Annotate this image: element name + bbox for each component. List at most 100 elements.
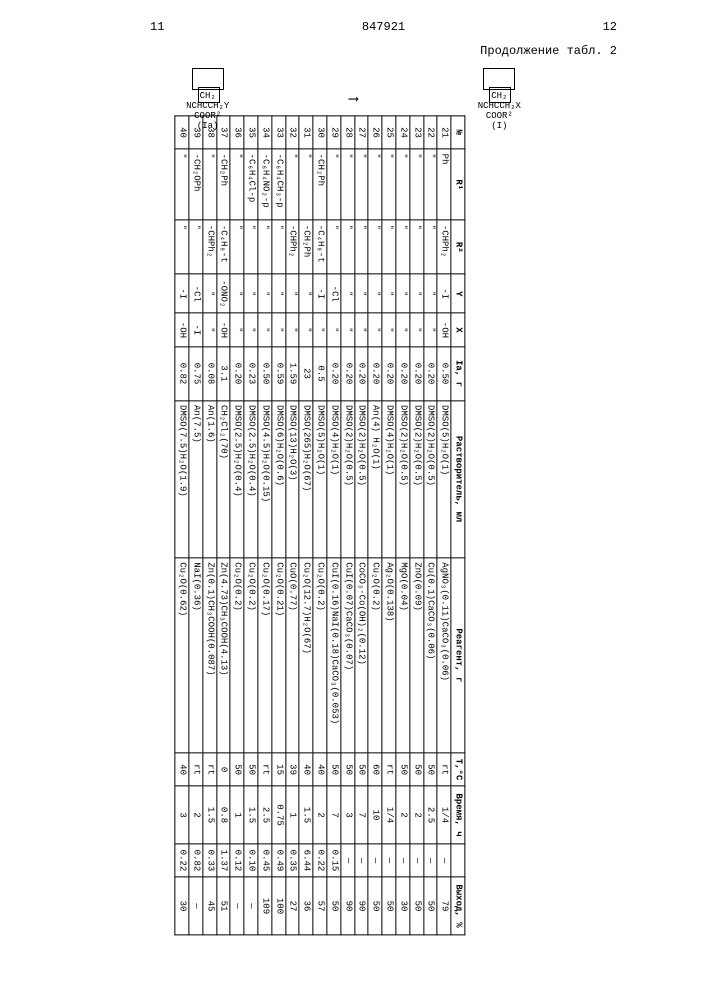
- cell-aux: —: [396, 844, 410, 877]
- cell-solvent: DMSO(2.5)H₂O(0.4): [244, 401, 258, 558]
- table-header-row: № R¹ R² Y X Ia, г Растворитель, мл Реаге…: [451, 116, 465, 935]
- cell-solvent: An(1.6): [203, 401, 217, 558]
- table-row: 30-CH₂Ph-C₄H₉-t-I"0.5DMSO(5)H₂O(1)Cu₂O(0…: [313, 116, 327, 935]
- cell-x: ": [272, 313, 286, 346]
- cell-aux: 0.45: [258, 844, 272, 877]
- cell-ia: 0.20: [410, 347, 424, 401]
- cell-aux: —: [341, 844, 355, 877]
- cell-x: ": [244, 313, 258, 346]
- cell-no: 38: [203, 116, 217, 149]
- col-time: Время, ч: [451, 786, 465, 844]
- cell-no: 37: [217, 116, 231, 149]
- cell-temp: rt: [189, 753, 203, 786]
- cell-r2: -C₄H₉-t: [313, 220, 327, 274]
- table-row: 31"-CH₂Ph""23DMSO(265)H₂O(67)Cu₂O(12.7)H…: [299, 116, 313, 935]
- cell-yield: 51: [217, 877, 231, 935]
- cell-solvent: DMSO(13)H₂O(3): [286, 401, 300, 558]
- cell-solvent: DMSO(2)H₂O(0.5): [396, 401, 410, 558]
- cell-temp: rt: [437, 753, 451, 786]
- cell-reagent: Cu₂O(0.2): [230, 558, 244, 753]
- cell-x: ": [341, 313, 355, 346]
- cell-r2: -CH₂Ph: [299, 220, 313, 274]
- cell-no: 32: [286, 116, 300, 149]
- cell-y: -I: [437, 274, 451, 313]
- cell-temp: rt: [258, 753, 272, 786]
- cell-reagent: Ag₂O(0.138): [382, 558, 396, 753]
- col-r2: R²: [451, 220, 465, 274]
- formula-ring-icon: [192, 68, 224, 90]
- cell-no: 27: [354, 116, 368, 149]
- cell-temp: 40: [299, 753, 313, 786]
- cell-r2: ": [230, 220, 244, 274]
- cell-solvent: An(4) H₂O(1): [368, 401, 382, 558]
- cell-x: ": [410, 313, 424, 346]
- cell-y: ": [410, 274, 424, 313]
- cell-temp: 40: [313, 753, 327, 786]
- cell-r1: ": [368, 149, 382, 220]
- cell-ia: 0.20: [423, 347, 437, 401]
- cell-reagent: MgO(0.04): [396, 558, 410, 753]
- cell-no: 31: [299, 116, 313, 149]
- cell-r2: ": [382, 220, 396, 274]
- cell-solvent: DMSO(4)H₂O(1): [382, 401, 396, 558]
- table-body: 21Ph-CHPh₂-I-OH0.50DMSO(5)H₂O(1)AgNO₃(0.…: [175, 116, 451, 935]
- col-solvent: Растворитель, мл: [451, 401, 465, 558]
- col-temp: T,°C: [451, 753, 465, 786]
- cell-r1: -C₆H₄NO₂-p: [258, 149, 272, 220]
- cell-r1: ": [341, 149, 355, 220]
- cell-ia: 23: [299, 347, 313, 401]
- cell-time: 1.5: [299, 786, 313, 844]
- cell-r2: ": [396, 220, 410, 274]
- cell-yield: 50: [327, 877, 341, 935]
- cell-x: ": [230, 313, 244, 346]
- cell-x: -I: [189, 313, 203, 346]
- cell-yield: 79: [437, 877, 451, 935]
- cell-y: ": [299, 274, 313, 313]
- cell-ia: 0.20: [396, 347, 410, 401]
- cell-reagent: Cu₂O(0.2): [313, 558, 327, 753]
- cell-ia: 0.20: [327, 347, 341, 401]
- cell-yield: 50: [423, 877, 437, 935]
- cell-r1: ": [354, 149, 368, 220]
- cell-temp: 50: [341, 753, 355, 786]
- cell-temp: 39: [286, 753, 300, 786]
- cell-ia: 3.1: [217, 347, 231, 401]
- cell-r1: -C₆H₄CH₃-p: [272, 149, 286, 220]
- cell-time: 10: [368, 786, 382, 844]
- data-table: № R¹ R² Y X Ia, г Растворитель, мл Реаге…: [175, 115, 466, 935]
- table-row: 29""-Cl"0.20DMSO(4)H₂O(1)CuI(0.16)NaI(0.…: [327, 116, 341, 935]
- cell-r2: ": [272, 220, 286, 274]
- cell-aux: 0.35: [286, 844, 300, 877]
- cell-x: ": [327, 313, 341, 346]
- cell-temp: 50: [396, 753, 410, 786]
- cell-yield: 100: [272, 877, 286, 935]
- cell-no: 25: [382, 116, 396, 149]
- cell-temp: 60: [368, 753, 382, 786]
- cell-y: ": [423, 274, 437, 313]
- table-wrapper: № R¹ R² Y X Ia, г Растворитель, мл Реаге…: [175, 115, 466, 935]
- cell-aux: —: [423, 844, 437, 877]
- cell-aux: 0.22: [175, 844, 189, 877]
- cell-yield: —: [189, 877, 203, 935]
- cell-y: ": [368, 274, 382, 313]
- cell-yield: 50: [368, 877, 382, 935]
- cell-r2: ": [244, 220, 258, 274]
- cell-aux: 1.37: [217, 844, 231, 877]
- cell-time: 0.75: [272, 786, 286, 844]
- cell-temp: 15: [272, 753, 286, 786]
- col-no: №: [451, 116, 465, 149]
- cell-y: ": [258, 274, 272, 313]
- cell-solvent: DMSO(2)H₂O(0.5): [354, 401, 368, 558]
- cell-r2: ": [410, 220, 424, 274]
- cell-x: -OH: [217, 313, 231, 346]
- cell-yield: —: [244, 877, 258, 935]
- cell-ia: 0.59: [272, 347, 286, 401]
- cell-reagent: Cu₂O(0.17): [258, 558, 272, 753]
- cell-reagent: AgNO₃(0.11)CaCO₃(0.06): [437, 558, 451, 753]
- cell-r2: -CHPh₂: [203, 220, 217, 274]
- cell-aux: 6.44: [299, 844, 313, 877]
- cell-reagent: Zn(4.73)CH₃COOH(4.13): [217, 558, 231, 753]
- table-row: 40""-I-OH0.82DMSO(7.5)H₂O(1.9)Cu₂O(0.62)…: [175, 116, 189, 935]
- cell-ia: 0.20: [341, 347, 355, 401]
- cell-r1: Ph: [437, 149, 451, 220]
